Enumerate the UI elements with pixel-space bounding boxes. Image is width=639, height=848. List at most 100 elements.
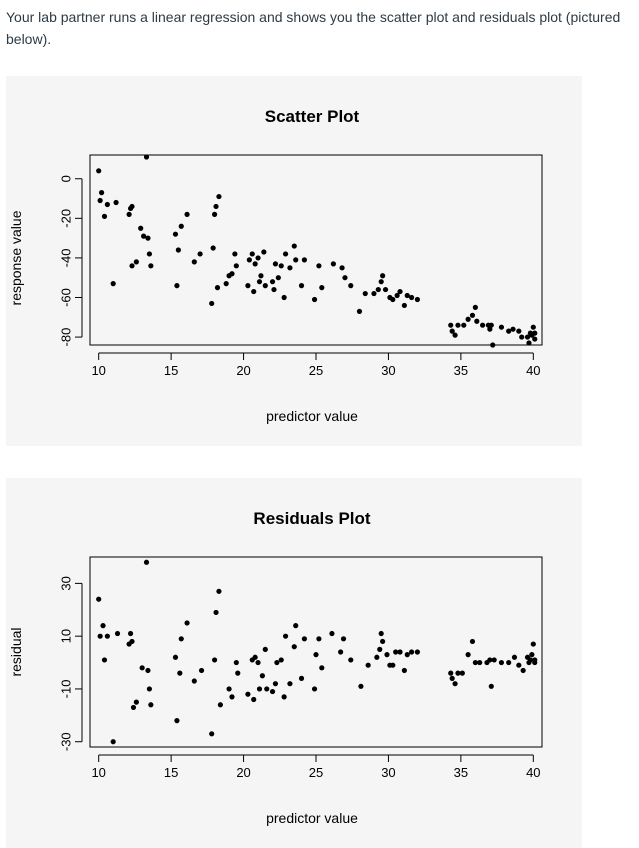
- scatter-plot-point: [251, 288, 257, 295]
- residuals-plot-point: [145, 667, 151, 674]
- question-text: Your lab partner runs a linear regressio…: [6, 9, 621, 47]
- scatter-plot-point: [390, 296, 396, 303]
- scatter-plot-point: [516, 328, 522, 334]
- scatter-plot-point: [342, 275, 348, 281]
- residuals-plot-point: [256, 686, 263, 692]
- residuals-plot-point: [401, 667, 407, 674]
- scatter-plot-point: [143, 154, 150, 160]
- residuals-plot-chart: Residuals Plot predictor value residual …: [8, 509, 543, 826]
- residuals-plot-point: [298, 675, 305, 681]
- scatter-plot-point: [191, 259, 197, 265]
- residuals-plot-point: [477, 659, 483, 666]
- residuals-plot-point: [313, 652, 319, 658]
- residuals-plot-point: [409, 649, 415, 655]
- residuals-plot-title: Residuals Plot: [253, 509, 370, 528]
- scatter-plot-point: [490, 342, 496, 348]
- scatter-plot-point: [449, 328, 455, 334]
- residuals-plot-point: [365, 662, 371, 668]
- scatter-plot-point: [252, 261, 258, 267]
- residuals-plot-point: [282, 633, 289, 639]
- scatter-plot-x-tick-label: 10: [91, 363, 105, 378]
- scatter-plot-point: [213, 203, 219, 210]
- residuals-plot-point: [252, 654, 258, 660]
- scatter-plot-point: [232, 251, 238, 257]
- scatter-plot-point: [271, 286, 277, 293]
- scatter-plot-y-tick-label: -60: [59, 288, 74, 307]
- scatter-plot-y-tick-label: 0: [59, 175, 74, 182]
- scatter-plot-point: [101, 213, 108, 219]
- residuals-plot-point: [217, 702, 223, 708]
- residuals-plot-point: [491, 657, 497, 663]
- residuals-plot-axes: 10 15 20 25 30 35 40 30 10 -10 -30: [59, 576, 541, 780]
- residuals-plot-point: [255, 659, 261, 666]
- residuals-plot-point: [340, 636, 347, 642]
- scatter-plot-point: [401, 302, 407, 309]
- residuals-plot-point: [498, 659, 505, 666]
- scatter-plot-point: [148, 263, 154, 269]
- scatter-plot-point: [126, 211, 132, 217]
- scatter-plot-point: [223, 281, 229, 287]
- scatter-plot-point: [474, 318, 480, 324]
- scatter-plot-point: [145, 235, 151, 241]
- residuals-plot-y-label: residual: [8, 627, 24, 676]
- scatter-plot-y-label: response value: [8, 210, 24, 305]
- residuals-plot-point: [449, 675, 455, 681]
- scatter-plot-point: [249, 251, 255, 257]
- scatter-plot-point: [371, 290, 377, 297]
- residuals-plot-point: [316, 636, 322, 642]
- scatter-plot-axes: 10 15 20 25 30 35 40 0 -20 -40 -60 -80: [59, 175, 541, 378]
- scatter-plot-point: [487, 326, 493, 332]
- scatter-plot-point: [255, 255, 261, 261]
- scatter-plot-point: [197, 251, 203, 257]
- residuals-plot-point: [390, 662, 396, 668]
- scatter-plot-point: [397, 288, 403, 295]
- residuals-plot-point: [110, 739, 116, 745]
- scatter-plot-frame: [89, 154, 543, 346]
- scatter-plot-y-tick-label: -80: [59, 328, 74, 347]
- scatter-plot-x-tick-label: 35: [454, 363, 468, 378]
- scatter-plot-point: [138, 225, 144, 231]
- scatter-plot-point: [291, 243, 297, 249]
- residuals-plot-x-tick-label: 25: [309, 765, 323, 780]
- residuals-plot-point: [397, 649, 403, 655]
- scatter-plot-x-tick-label: 15: [164, 363, 178, 378]
- residuals-plot-point: [380, 638, 386, 645]
- scatter-plot-point: [113, 199, 119, 206]
- scatter-plot-point: [510, 326, 516, 332]
- scatter-plot-point: [146, 251, 152, 257]
- residuals-plot-point: [465, 652, 471, 658]
- scatter-plot-point: [269, 279, 276, 285]
- residuals-plot-point: [532, 659, 538, 666]
- residuals-plot-point: [520, 667, 526, 674]
- scatter-plot-point: [174, 283, 180, 289]
- scatter-plot-point: [339, 265, 345, 271]
- scatter-plot-x-tick-label: 40: [526, 363, 540, 378]
- scatter-plot-point: [448, 322, 454, 328]
- residuals-plot-point: [101, 657, 108, 663]
- residuals-plot-x-label: predictor value: [266, 810, 358, 826]
- residuals-plot-point: [358, 683, 364, 689]
- scatter-plot-point: [211, 211, 218, 217]
- residuals-plot-point: [96, 596, 102, 602]
- scatter-plot-point: [97, 197, 103, 204]
- residuals-plot-x-tick-label: 40: [526, 765, 540, 780]
- scatter-plot-point: [532, 330, 538, 336]
- residuals-plot-y-tick-label: 10: [59, 629, 74, 643]
- residuals-plot-points: [96, 559, 538, 745]
- residuals-plot-point: [278, 657, 284, 663]
- scatter-plot-point: [245, 283, 251, 289]
- scatter-plot-point: [382, 286, 389, 293]
- residuals-plot-x-tick-label: 15: [164, 765, 178, 780]
- scatter-plot-point: [378, 279, 384, 285]
- scatter-plot-point: [133, 259, 139, 265]
- scatter-plot-point: [469, 312, 476, 318]
- scatter-plot-point: [96, 168, 102, 174]
- residuals-plot-point: [104, 633, 110, 639]
- residuals-plot-point: [269, 688, 276, 695]
- scatter-plot-point: [262, 283, 268, 289]
- scatter-plot-point: [530, 324, 536, 330]
- scatter-plot-title: Scatter Plot: [265, 107, 360, 126]
- residuals-plot-point: [529, 652, 535, 658]
- residuals-plot-y-tick-label: -10: [59, 680, 74, 699]
- residuals-plot-y-tick-label: 30: [59, 576, 74, 590]
